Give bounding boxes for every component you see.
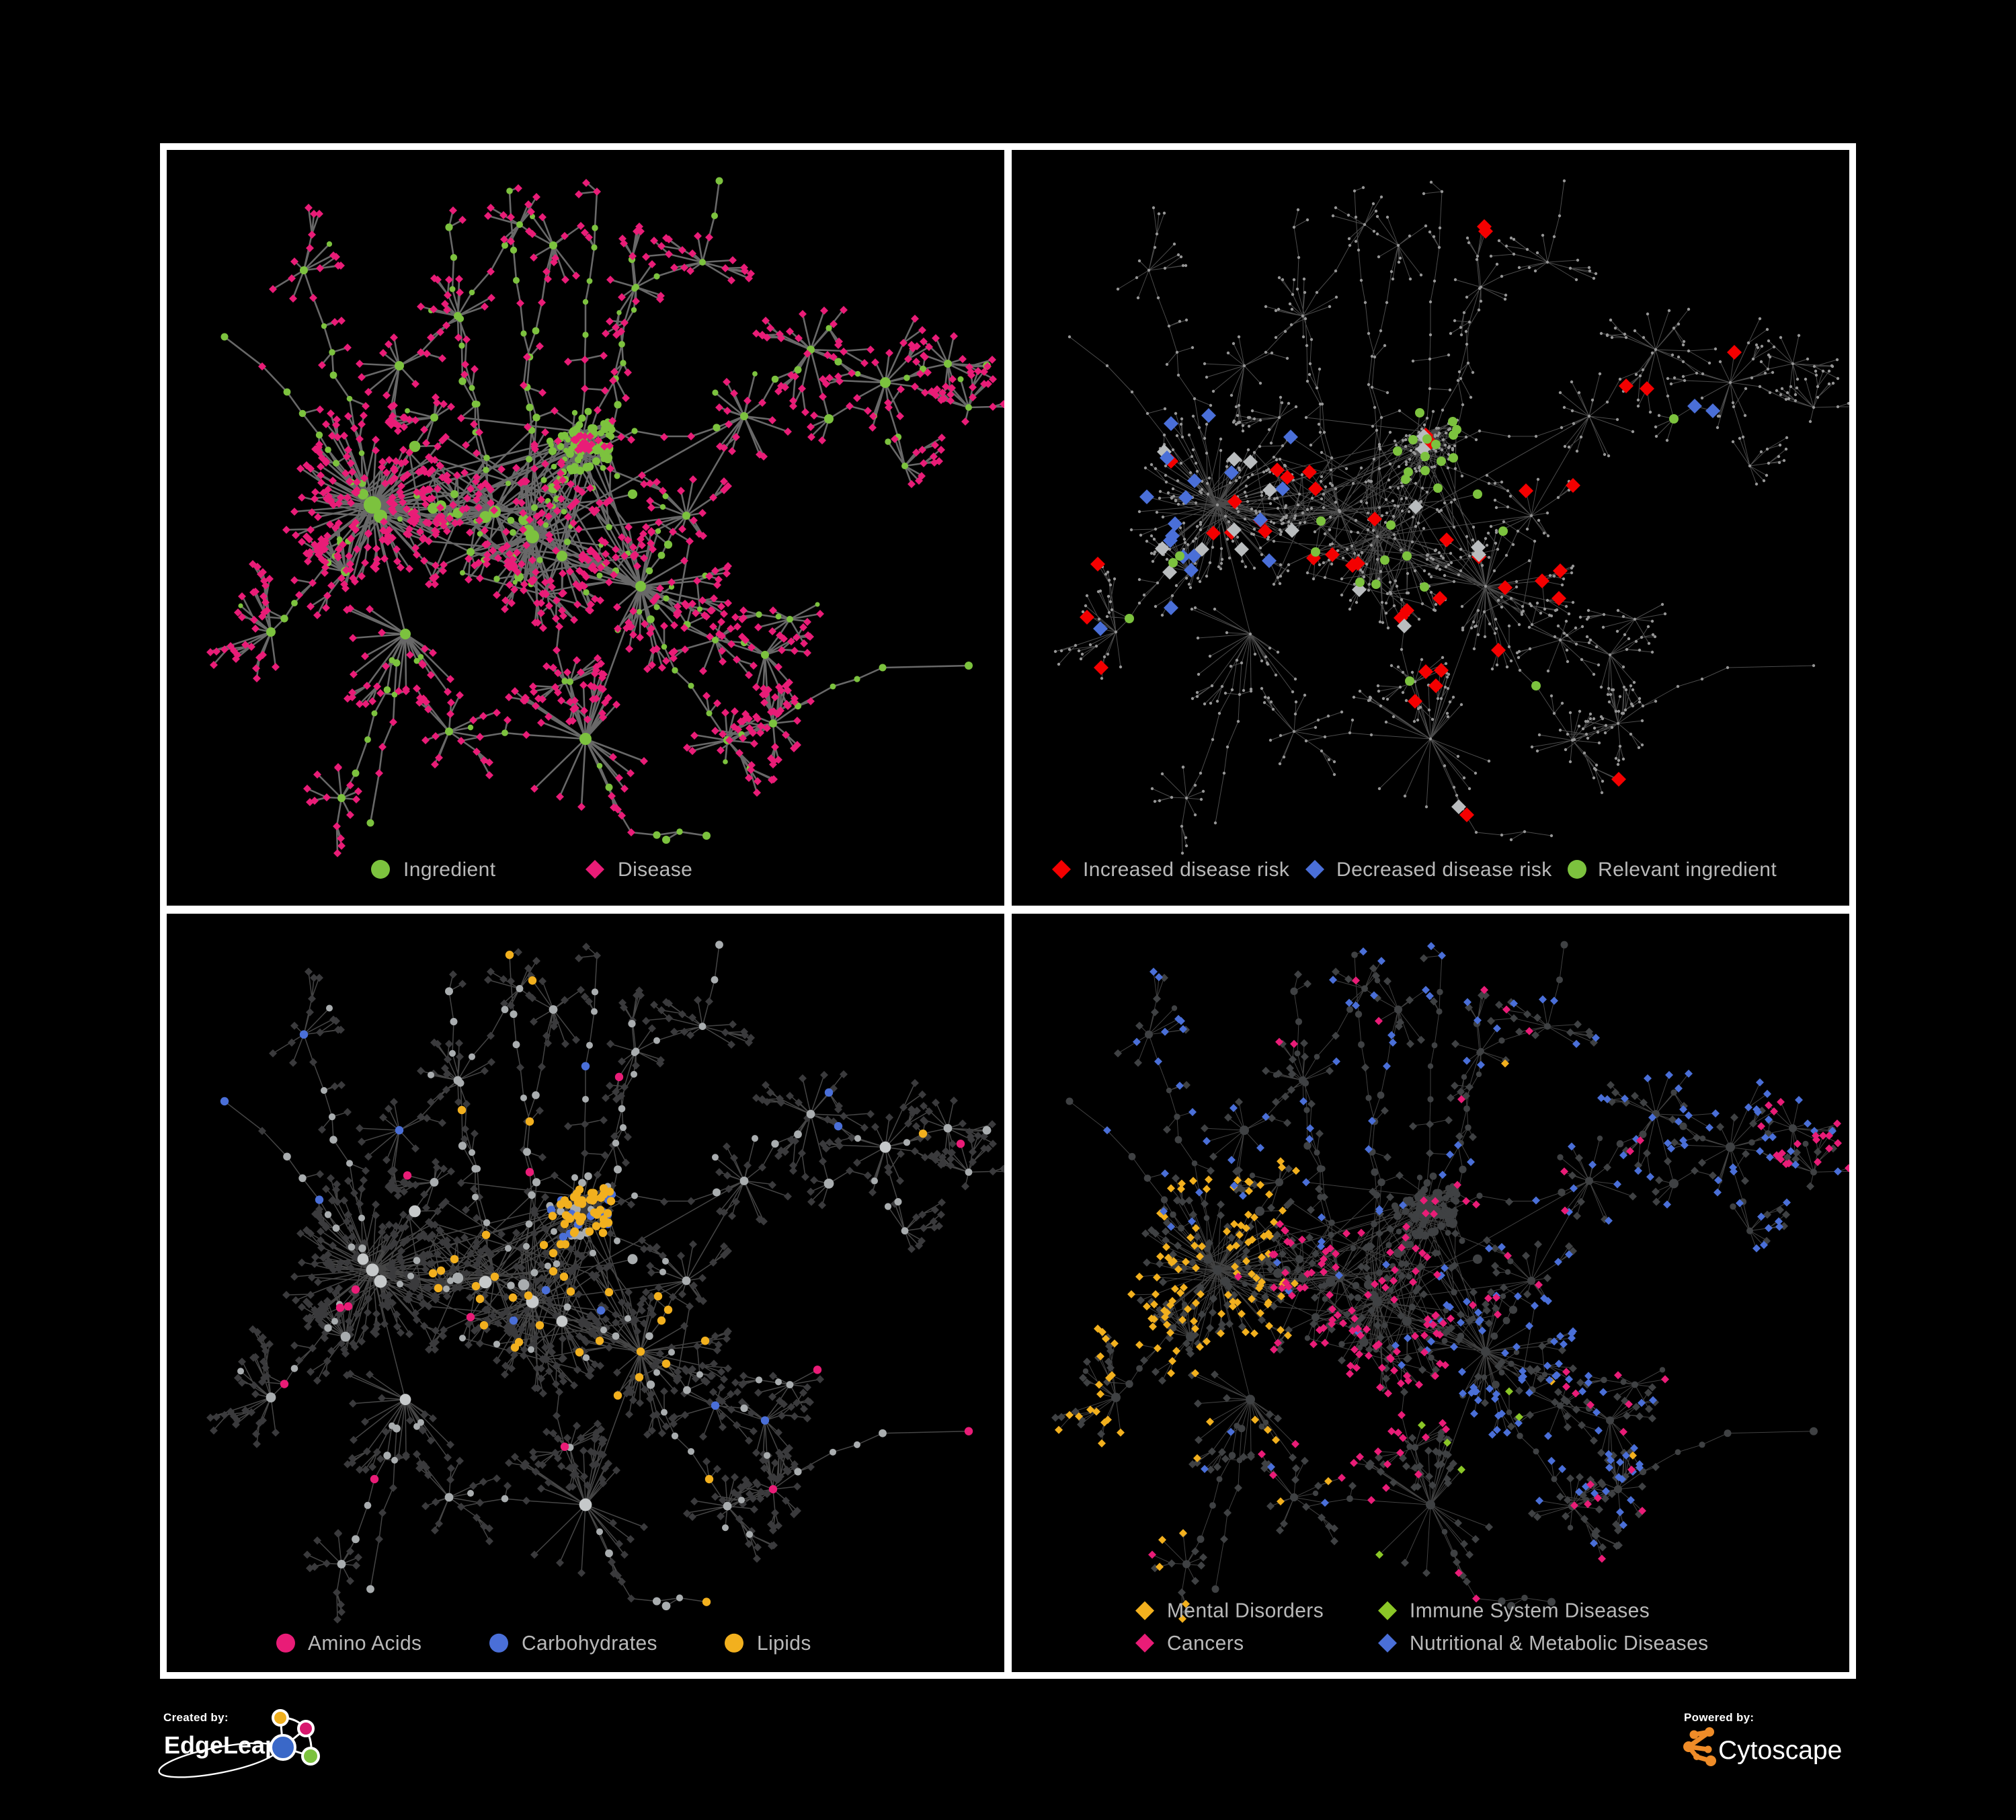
svg-text:Disease: Disease [618,859,692,881]
svg-text:Lipids: Lipids [757,1632,811,1655]
svg-text:Cytoscape: Cytoscape [1718,1736,1842,1765]
svg-text:Mental Disorders: Mental Disorders [1167,1600,1324,1622]
svg-text:Relevant ingredient: Relevant ingredient [1598,859,1777,881]
svg-text:Amino Acids: Amino Acids [308,1632,421,1655]
svg-text:Increased disease risk: Increased disease risk [1083,859,1290,881]
svg-text:Nutritional & Metabolic Diseas: Nutritional & Metabolic Diseases [1410,1632,1709,1655]
svg-text:EdgeLeap: EdgeLeap [164,1731,280,1759]
svg-text:Immune System Diseases: Immune System Diseases [1410,1600,1650,1622]
svg-text:Carbohydrates: Carbohydrates [522,1632,657,1655]
svg-text:Cancers: Cancers [1167,1632,1244,1655]
svg-text:Decreased disease risk: Decreased disease risk [1336,859,1552,881]
svg-text:Ingredient: Ingredient [403,859,496,881]
